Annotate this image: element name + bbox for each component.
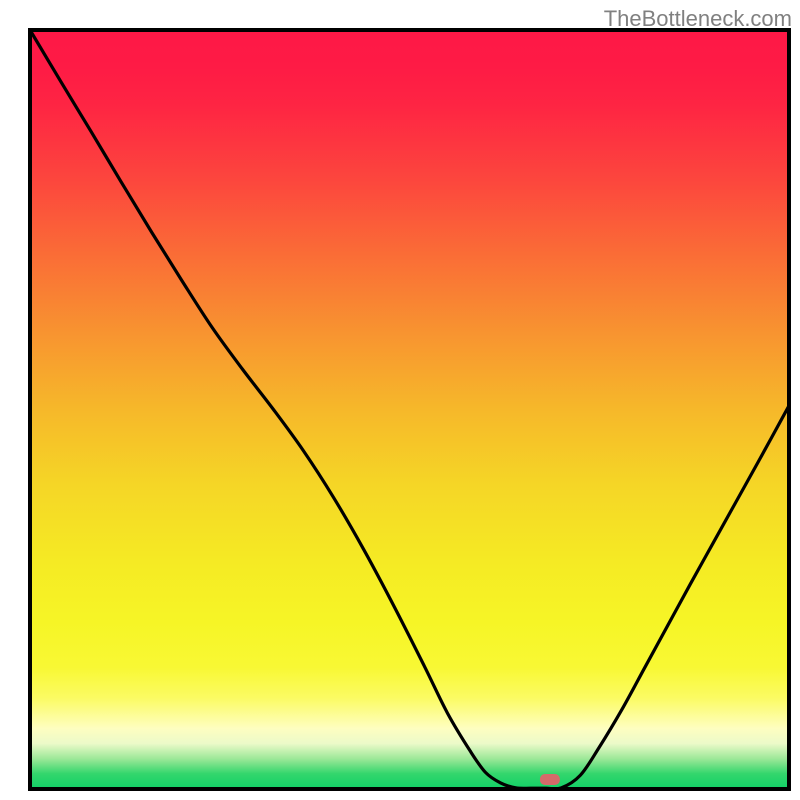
optimal-marker xyxy=(540,774,560,785)
watermark-text: TheBottleneck.com xyxy=(604,6,792,32)
chart-canvas xyxy=(0,0,800,800)
gradient-background xyxy=(30,30,789,789)
bottleneck-chart: TheBottleneck.com xyxy=(0,0,800,800)
